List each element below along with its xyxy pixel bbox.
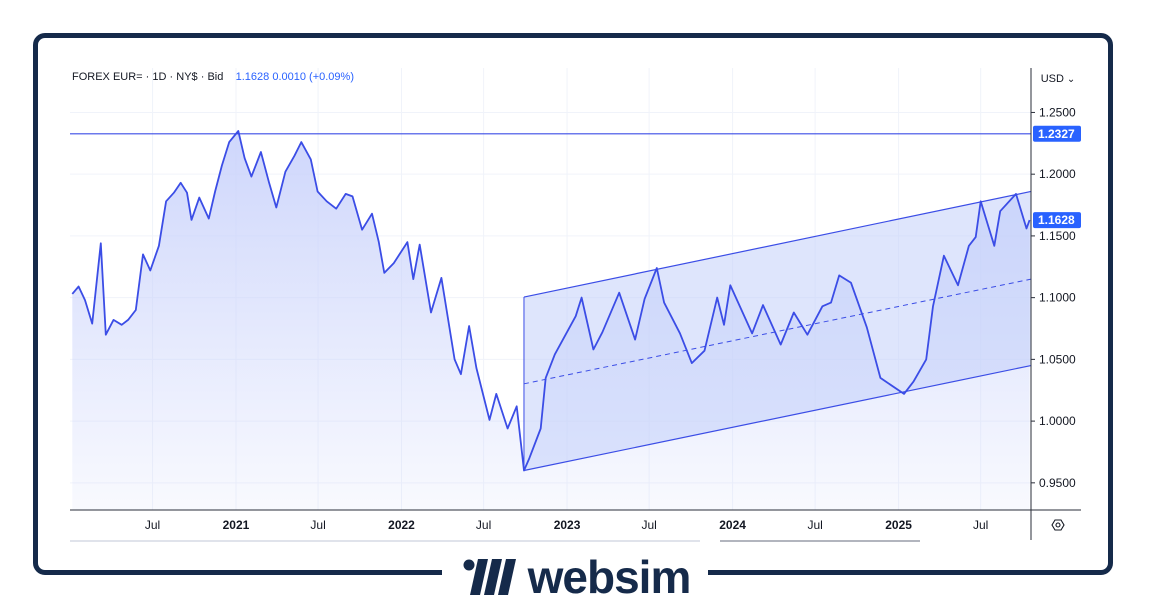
price-tick-label: 1.2000 <box>1039 167 1076 181</box>
symbol-name[interactable]: FOREX EUR= <box>72 71 143 83</box>
level-price-label: 1.2327 <box>1038 127 1075 141</box>
price-series-line <box>71 130 1031 472</box>
brand-name: websim <box>527 551 692 603</box>
price-tick-label: 1.0000 <box>1039 414 1076 428</box>
chevron-down-icon: ⌄ <box>1066 73 1076 85</box>
channel-upper-line[interactable] <box>523 190 1032 298</box>
chart-settings-icon[interactable] <box>1051 519 1065 531</box>
parallel-channel[interactable] <box>523 190 1032 472</box>
price-tick-label: 1.1000 <box>1039 291 1076 305</box>
channel-lower-line[interactable] <box>523 364 1032 472</box>
time-tick-label: 2022 <box>388 518 415 532</box>
price-axis[interactable]: 1.2500 1.2000 1.1500 1.1000 1.0500 1.0000 0.95… <box>1031 105 1081 490</box>
price-tick-label: 0.9500 <box>1039 476 1076 490</box>
time-tick-label: 2023 <box>554 518 581 532</box>
price-tick-label: 1.0500 <box>1039 352 1076 366</box>
time-tick-label: Jul <box>145 518 160 532</box>
chart-legend: FOREX EUR= · 1D · NY$ · Bid 1.1628 0.001… <box>72 71 354 83</box>
time-tick-label: 2025 <box>885 518 912 532</box>
legend-sep: · <box>145 71 150 83</box>
last-price-label: 1.1628 <box>1038 213 1075 227</box>
interval-label[interactable]: 1D <box>152 71 167 83</box>
legend-sep: · <box>200 71 205 83</box>
price-tick-label: 1.1500 <box>1039 229 1076 243</box>
last-price-value: 1.1628 <box>235 71 270 83</box>
level-price-label-bg <box>1033 125 1081 142</box>
price-type-label: Bid <box>207 71 224 83</box>
price-line <box>71 130 1031 472</box>
source-label: NY$ <box>176 71 198 83</box>
last-price-label-bg <box>1033 212 1081 229</box>
time-tick-label: Jul <box>807 518 822 532</box>
change-percent: (+0.09%) <box>309 71 354 83</box>
websim-logo-icon <box>463 559 516 595</box>
time-axis[interactable]: Jul 2021 Jul 2022 Jul 2023 Jul 2024 Jul 2025 Jul <box>145 518 988 532</box>
time-tick-label: Jul <box>310 518 325 532</box>
currency-label: USD <box>1040 73 1064 85</box>
time-tick-label: Jul <box>476 518 491 532</box>
brand-logo: websim <box>442 550 708 604</box>
time-tick-label: 2021 <box>223 518 250 532</box>
time-tick-label: Jul <box>641 518 656 532</box>
change-value: 0.0010 <box>272 71 306 83</box>
legend-sep: · <box>169 71 174 83</box>
channel-fill <box>523 191 1031 471</box>
currency-dropdown[interactable]: USD ⌄ <box>1035 69 1081 89</box>
time-tick-label: Jul <box>973 518 988 532</box>
price-tick-label: 1.2500 <box>1039 105 1076 119</box>
time-tick-label: 2024 <box>719 518 746 532</box>
